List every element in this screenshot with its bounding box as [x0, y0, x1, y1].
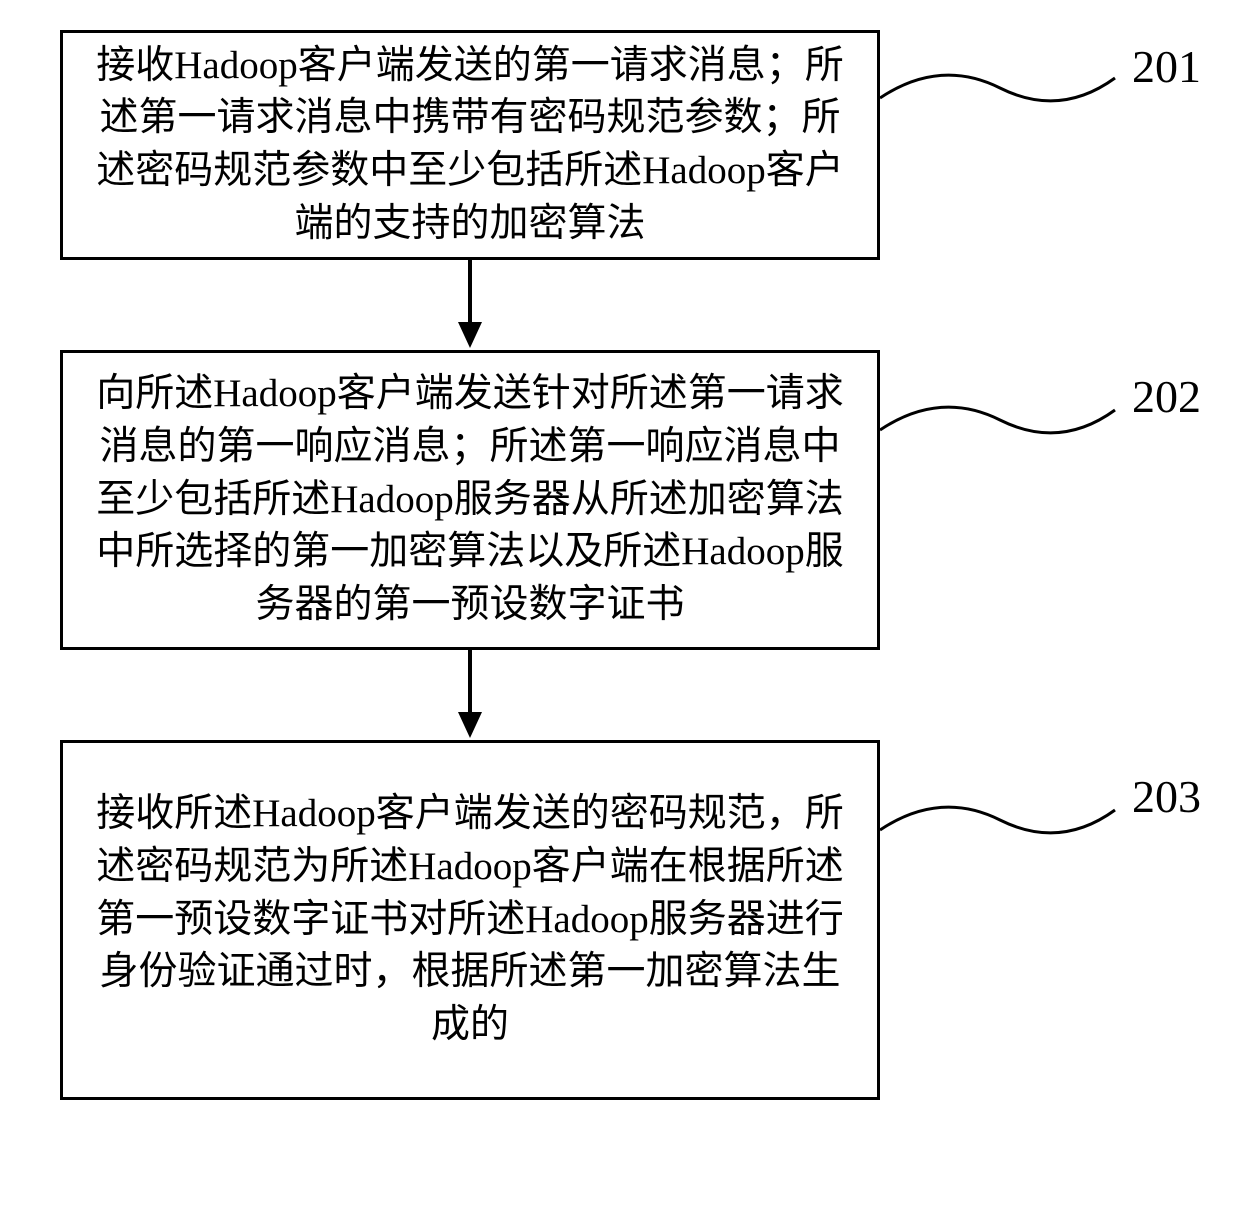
flow-step-1-text: 接收Hadoop客户端发送的第一请求消息；所述第一请求消息中携带有密码规范参数；…: [81, 45, 859, 245]
flow-step-2-text: 向所述Hadoop客户端发送针对所述第一请求消息的第一响应消息；所述第一响应消息…: [81, 365, 859, 635]
arrow-2-3: [60, 650, 880, 740]
flow-step-2: 向所述Hadoop客户端发送针对所述第一请求消息的第一响应消息；所述第一响应消息…: [60, 350, 880, 650]
connector-203: [880, 800, 1140, 890]
flow-step-3-text: 接收所述Hadoop客户端发送的密码规范，所述密码规范为所述Hadoop客户端在…: [81, 755, 859, 1085]
connector-201: [880, 68, 1140, 158]
flowchart-container: 接收Hadoop客户端发送的第一请求消息；所述第一请求消息中携带有密码规范参数；…: [60, 30, 1180, 1100]
label-203: 203: [1132, 770, 1201, 823]
label-202: 202: [1132, 370, 1201, 423]
flow-step-1: 接收Hadoop客户端发送的第一请求消息；所述第一请求消息中携带有密码规范参数；…: [60, 30, 880, 260]
arrow-1-2: [60, 260, 880, 350]
connector-202: [880, 400, 1140, 490]
label-201: 201: [1132, 40, 1201, 93]
flow-step-3: 接收所述Hadoop客户端发送的密码规范，所述密码规范为所述Hadoop客户端在…: [60, 740, 880, 1100]
